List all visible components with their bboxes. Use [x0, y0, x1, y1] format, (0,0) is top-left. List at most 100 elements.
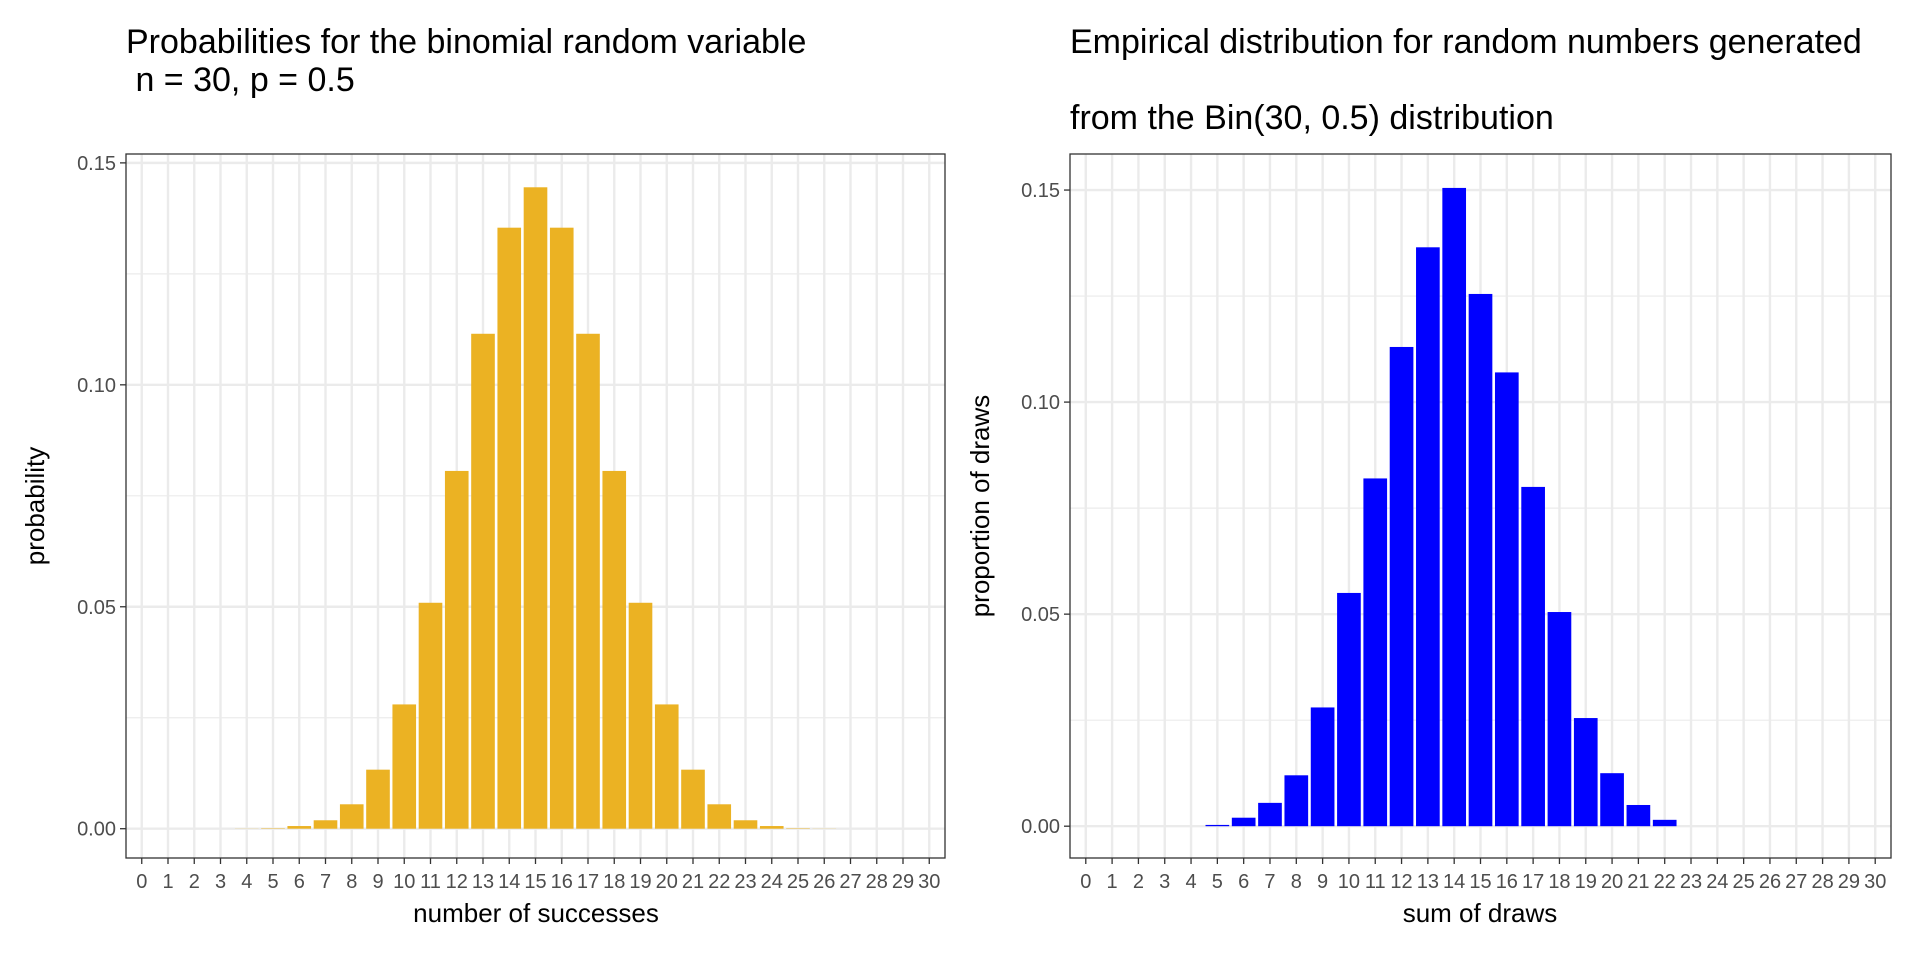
- chart-2-bar-5: [1205, 824, 1230, 827]
- chart-1-x-tick-label: 21: [682, 871, 704, 893]
- chart-1-x-tick-label: 30: [918, 871, 940, 893]
- chart-1-x-tick-label: 23: [734, 871, 756, 893]
- chart-2-x-tick-label: 19: [1575, 871, 1597, 893]
- chart-2-bar-7: [1258, 802, 1282, 827]
- chart-1-x-tick-label: 11: [420, 871, 441, 893]
- chart-2-y-tick-label: 0.00: [1021, 816, 1060, 838]
- chart-2-x-tick-label: 26: [1759, 871, 1781, 893]
- chart-2-x-tick-label: 12: [1390, 871, 1412, 893]
- chart-1-x-tick-label: 28: [866, 871, 888, 893]
- chart-2-y-tick-label: 0.05: [1021, 604, 1060, 626]
- chart-1-y-tick-label: 0.10: [77, 375, 116, 397]
- chart-1-x-tick-label: 0: [136, 871, 147, 893]
- chart-1-x-tick-label: 10: [393, 871, 415, 893]
- chart-2-title: Empirical distribution for random number…: [1070, 23, 1862, 137]
- chart-1-x-tick-label: 4: [241, 871, 252, 893]
- chart-1-bar-19: [628, 602, 653, 829]
- chart-1-y-tick-label: 0.15: [77, 153, 116, 175]
- chart-2-bar-20: [1600, 773, 1624, 827]
- chart-1-bar-17: [576, 333, 600, 829]
- chart-1-bar-7: [313, 820, 338, 829]
- chart-2-x-tick-label: 20: [1601, 871, 1623, 893]
- chart-1-bar-10: [392, 704, 417, 829]
- chart-2-x-tick-label: 9: [1317, 871, 1328, 893]
- chart-1-bar-15: [523, 187, 548, 829]
- chart-1-x-tick-label: 6: [294, 871, 305, 893]
- chart-2-x-tick-label: 4: [1185, 871, 1196, 893]
- chart-1-x-tick-label: 26: [813, 871, 835, 893]
- chart-1-x-tick-label: 16: [551, 871, 573, 893]
- chart-1-x-tick-label: 29: [892, 871, 914, 893]
- chart-1-x-axis-title: number of successes: [413, 898, 659, 928]
- chart-1-x-tick-label: 15: [524, 871, 546, 893]
- chart-2-bar-8: [1284, 775, 1309, 827]
- chart-1-x-tick-label: 1: [162, 871, 173, 893]
- chart-1-y-tick-label: 0.05: [77, 597, 116, 619]
- chart-2-x-tick-label: 25: [1733, 871, 1755, 893]
- chart-2-bar-22: [1652, 819, 1677, 827]
- chart-2-bar-14: [1442, 187, 1467, 827]
- chart-1-bar-21: [681, 769, 705, 829]
- chart-2-x-axis-title: sum of draws: [1403, 898, 1558, 928]
- chart-2-x-tick-label: 23: [1680, 871, 1702, 893]
- chart-2-x-tick-label: 27: [1785, 871, 1807, 893]
- chart-1-x-tick-label: 25: [787, 871, 809, 893]
- chart-1-plot: 0.000.050.100.150 1 2 3 4 5 6 7 8 9 10 11 12 13 14 15 16…: [20, 153, 946, 928]
- chart-2-bar-9: [1310, 707, 1335, 827]
- chart-1-x-tick-label: 17: [577, 871, 599, 893]
- chart-2-x-tick-label: 16: [1496, 871, 1518, 893]
- chart-2-plot: 0.000.050.100.150 1 2 3 4 5 6 7 8 9 10 11 12 13 14 15 16…: [965, 153, 1892, 928]
- chart-1-x-tick-label: 9: [372, 871, 383, 893]
- chart-2-bar-15: [1468, 293, 1493, 827]
- chart-2-bar-6: [1231, 817, 1256, 827]
- chart-2-x-tick-label: 10: [1338, 871, 1360, 893]
- chart-2-y-tick-label: 0.15: [1021, 180, 1060, 202]
- chart-2-y-tick-label: 0.10: [1021, 392, 1060, 414]
- chart-1-bar-12: [444, 470, 469, 829]
- chart-1-title: Probabilities for the binomial random va…: [126, 23, 807, 99]
- chart-2-x-tick-label: 22: [1654, 871, 1676, 893]
- chart-2-bar-12: [1389, 346, 1414, 827]
- chart-1-bar-6: [287, 826, 312, 829]
- chart-1-y-tick-label: 0.00: [77, 819, 116, 841]
- chart-1-bar-14: [497, 227, 522, 829]
- chart-1-x-tick-label: 22: [708, 871, 730, 893]
- chart-2-bar-11: [1363, 478, 1388, 827]
- chart-2-bar-17: [1521, 486, 1545, 827]
- chart-1-bar-20: [654, 704, 679, 829]
- chart-2-x-tick-label: 2: [1133, 871, 1144, 893]
- chart-1-x-tick-label: 12: [446, 871, 468, 893]
- chart-2-x-tick-label: 28: [1811, 871, 1833, 893]
- chart-1-x-tick-label: 24: [761, 871, 783, 893]
- chart-2-bar-19: [1573, 718, 1598, 827]
- chart-1-x-tick-label: 3: [215, 871, 226, 893]
- chart-2-y-axis-title: proportion of draws: [965, 395, 995, 618]
- chart-1-bar-8: [339, 804, 364, 829]
- chart-1-x-tick-label: 5: [267, 871, 278, 893]
- chart-2-bar-21: [1626, 804, 1651, 827]
- chart-1-bar-24: [759, 826, 784, 829]
- chart-2-x-tick-label: 1: [1107, 871, 1118, 893]
- chart-2-x-tick-label: 29: [1838, 871, 1860, 893]
- chart-1-y-axis-title: probability: [20, 447, 50, 566]
- chart-1-x-tick-label: 14: [498, 871, 520, 893]
- chart-2-bar-16: [1494, 372, 1519, 827]
- chart-2-x-tick-label: 0: [1080, 871, 1091, 893]
- chart-2-x-tick-label: 7: [1264, 871, 1275, 893]
- chart-1-x-tick-label: 18: [603, 871, 625, 893]
- chart-1-x-tick-label: 19: [629, 871, 651, 893]
- chart-2-x-tick-label: 5: [1212, 871, 1223, 893]
- chart-1-bar-13: [471, 333, 495, 829]
- chart-1-x-tick-label: 27: [839, 871, 861, 893]
- chart-2-bar-10: [1337, 592, 1361, 827]
- chart-2-x-tick-label: 14: [1443, 871, 1465, 893]
- chart-2-x-tick-label: 24: [1706, 871, 1728, 893]
- chart-2-x-tick-label: 21: [1627, 871, 1649, 893]
- chart-2-x-tick-label: 18: [1548, 871, 1570, 893]
- chart-2-x-tick-label: 30: [1864, 871, 1886, 893]
- chart-2-x-tick-label: 13: [1417, 871, 1439, 893]
- chart-2-x-tick-label: 8: [1291, 871, 1302, 893]
- chart-1-x-tick-label: 7: [320, 871, 331, 893]
- chart-2-x-tick-label: 15: [1469, 871, 1491, 893]
